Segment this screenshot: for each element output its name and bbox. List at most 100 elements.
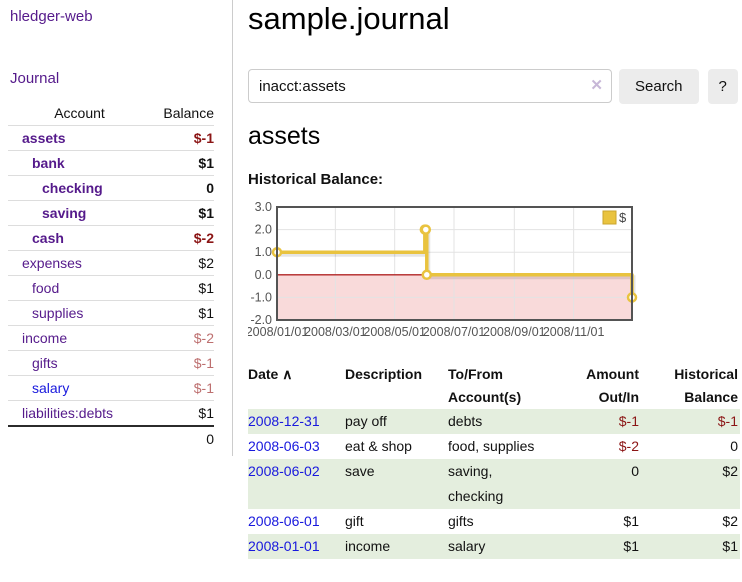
- account-balance: $1: [147, 400, 214, 426]
- account-balance: $-1: [147, 350, 214, 376]
- register-date-link[interactable]: 2008-01-01: [248, 538, 320, 554]
- register-description: pay off: [345, 409, 448, 434]
- table-row: 2008-12-31 pay off debts $-1 $-1: [248, 409, 740, 434]
- account-balance: $-2: [147, 325, 214, 351]
- page-title: sample.journal: [248, 1, 450, 36]
- sidebar-item-journal[interactable]: Journal: [10, 70, 60, 87]
- account-balance: $-2: [147, 225, 214, 251]
- register-date-link[interactable]: 2008-06-01: [248, 513, 320, 529]
- register-balance: $-1: [641, 409, 740, 434]
- register-amount: $-1: [560, 409, 641, 434]
- register-date-link[interactable]: 2008-06-02: [248, 463, 320, 479]
- register-accounts: food, supplies: [448, 438, 535, 454]
- svg-text:-1.0: -1.0: [250, 290, 272, 304]
- account-link[interactable]: liabilities:debts: [22, 405, 114, 421]
- account-link[interactable]: checking: [42, 180, 103, 196]
- sidebar: hledger-web Journal Account Balance asse…: [0, 0, 233, 456]
- register-accounts: salary: [448, 534, 560, 559]
- account-link[interactable]: saving: [42, 205, 87, 221]
- account-link[interactable]: food: [32, 280, 60, 296]
- table-row: 2008-06-01 gift gifts $1 $2: [248, 509, 740, 534]
- register-header-amount: Amount Out/In: [586, 366, 639, 405]
- help-button[interactable]: ?: [707, 69, 738, 104]
- account-row: cash $-2: [8, 225, 214, 251]
- account-row: assets $-1: [8, 125, 214, 151]
- svg-text:2008/09/01: 2008/09/01: [483, 325, 546, 339]
- account-row: income $-2: [8, 325, 214, 351]
- register-description: gift: [345, 513, 364, 529]
- account-link[interactable]: expenses: [22, 255, 82, 271]
- account-row: salary $-1: [8, 375, 214, 401]
- svg-text:2008/11/01: 2008/11/01: [543, 325, 605, 339]
- account-heading: assets: [248, 122, 321, 150]
- account-balance: $-1: [147, 375, 214, 401]
- svg-text:0.0: 0.0: [255, 268, 272, 282]
- svg-text:-2.0: -2.0: [250, 313, 272, 327]
- account-link[interactable]: salary: [32, 380, 70, 396]
- register-table: Date ∧ Description To/From Account(s) Amo…: [248, 363, 740, 559]
- svg-text:3.0: 3.0: [255, 202, 272, 214]
- account-balance: $1: [147, 200, 214, 226]
- svg-text:2008/01/01: 2008/01/01: [248, 325, 308, 339]
- brand-link[interactable]: hledger-web: [10, 8, 93, 25]
- table-row: 2008-06-03 eat & shop food, supplies $-2 0: [248, 434, 740, 459]
- accounts-total-value: 0: [147, 425, 214, 451]
- account-link[interactable]: supplies: [32, 305, 84, 321]
- account-balance: $2: [147, 250, 214, 276]
- account-balance: $1: [147, 150, 214, 176]
- account-row: food $1: [8, 275, 214, 301]
- register-description: eat & shop: [345, 438, 412, 454]
- account-row: supplies $1: [8, 300, 214, 326]
- register-amount: 0: [560, 459, 641, 509]
- register-header-row: Date ∧ Description To/From Account(s) Amo…: [248, 363, 740, 409]
- svg-text:2.0: 2.0: [255, 223, 272, 237]
- account-row: liabilities:debts $1: [8, 400, 214, 426]
- svg-text:2008/05/01: 2008/05/01: [363, 325, 426, 339]
- account-link[interactable]: income: [22, 330, 68, 346]
- register-accounts: saving, checking: [448, 459, 560, 509]
- svg-text:2008/07/01: 2008/07/01: [423, 325, 486, 339]
- register-balance: 0: [730, 438, 738, 454]
- register-accounts: debts: [448, 409, 560, 434]
- historical-balance-chart: $3.0 2.0 1.0 0.0 -1.0 -2.0 2008/01/01 2008/03/0…: [246, 200, 650, 344]
- account-row: checking 0: [8, 175, 214, 201]
- chart-title: Historical Balance:: [248, 171, 384, 188]
- register-description: income: [345, 534, 448, 559]
- accounts-header-balance: Balance: [163, 105, 214, 121]
- account-balance: $-1: [147, 125, 214, 151]
- register-header-description: Description: [345, 366, 423, 382]
- account-link[interactable]: gifts: [32, 355, 58, 371]
- register-accounts: gifts: [448, 513, 474, 529]
- account-link[interactable]: cash: [32, 230, 64, 246]
- register-date-link[interactable]: 2008-12-31: [248, 413, 320, 429]
- register-amount: $1: [560, 534, 641, 559]
- register-header-accounts: To/From Account(s): [448, 366, 522, 405]
- account-balance: 0: [147, 175, 214, 201]
- account-link[interactable]: bank: [32, 155, 65, 171]
- account-row: bank $1: [8, 150, 214, 176]
- svg-text:1.0: 1.0: [255, 245, 272, 259]
- accounts-header-account: Account: [54, 105, 105, 121]
- account-row: gifts $-1: [8, 350, 214, 376]
- sort-ascending-icon: ∧: [282, 366, 293, 382]
- register-header-date[interactable]: Date ∧: [248, 366, 293, 382]
- accounts-table: Account Balance assets $-1 bank $1 checking 0…: [8, 101, 214, 451]
- accounts-total-row: 0: [8, 425, 214, 451]
- accounts-body: assets $-1 bank $1 checking 0 saving $1 cash $-2 e…: [8, 125, 214, 426]
- svg-text:2008/03/01: 2008/03/01: [304, 325, 367, 339]
- register-balance: $2: [722, 513, 738, 529]
- register-body: 2008-12-31 pay off debts $-1 $-1 2008-06-03 ea…: [248, 409, 740, 559]
- search-input-wrap: ✕: [248, 69, 612, 103]
- register-description: save: [345, 459, 448, 509]
- account-row: saving $1: [8, 200, 214, 226]
- search-button[interactable]: Search: [619, 69, 699, 104]
- clear-search-icon[interactable]: ✕: [590, 77, 603, 94]
- register-date-link[interactable]: 2008-06-03: [248, 438, 320, 454]
- account-balance: $1: [147, 300, 214, 326]
- register-header-balance: Historical Balance: [674, 366, 738, 405]
- search-input[interactable]: [248, 69, 612, 103]
- table-row: 2008-01-01 income salary $1 $1: [248, 534, 740, 559]
- search-form: ✕ Search ?: [248, 69, 738, 104]
- account-link[interactable]: assets: [22, 130, 66, 146]
- register-balance: $1: [641, 534, 740, 559]
